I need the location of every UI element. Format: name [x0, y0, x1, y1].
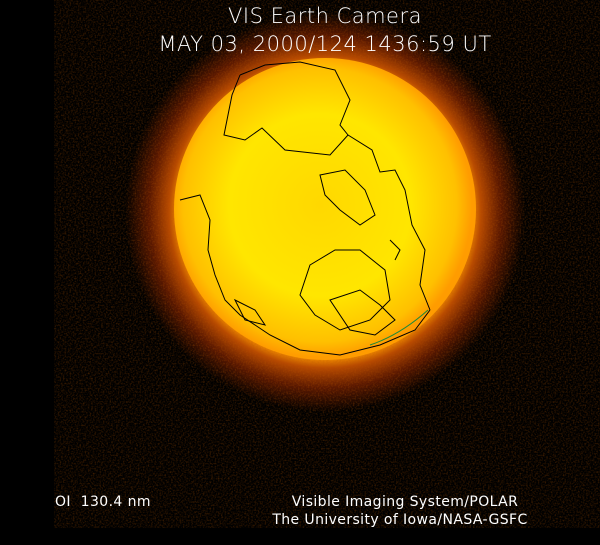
camera-title: VIS Earth Camera: [228, 4, 422, 28]
instrument-label: Visible Imaging System/POLAR: [291, 494, 519, 510]
earth-disk: [174, 58, 476, 360]
observation-timestamp: MAY 03, 2000/124 1436:59 UT: [158, 32, 492, 56]
wavelength-label: OI 130.4 nm: [55, 494, 151, 510]
terminator-line: [369, 309, 429, 346]
coastlines: [179, 61, 431, 356]
institution-label: The University of Iowa/NASA-GSFC: [272, 512, 528, 528]
